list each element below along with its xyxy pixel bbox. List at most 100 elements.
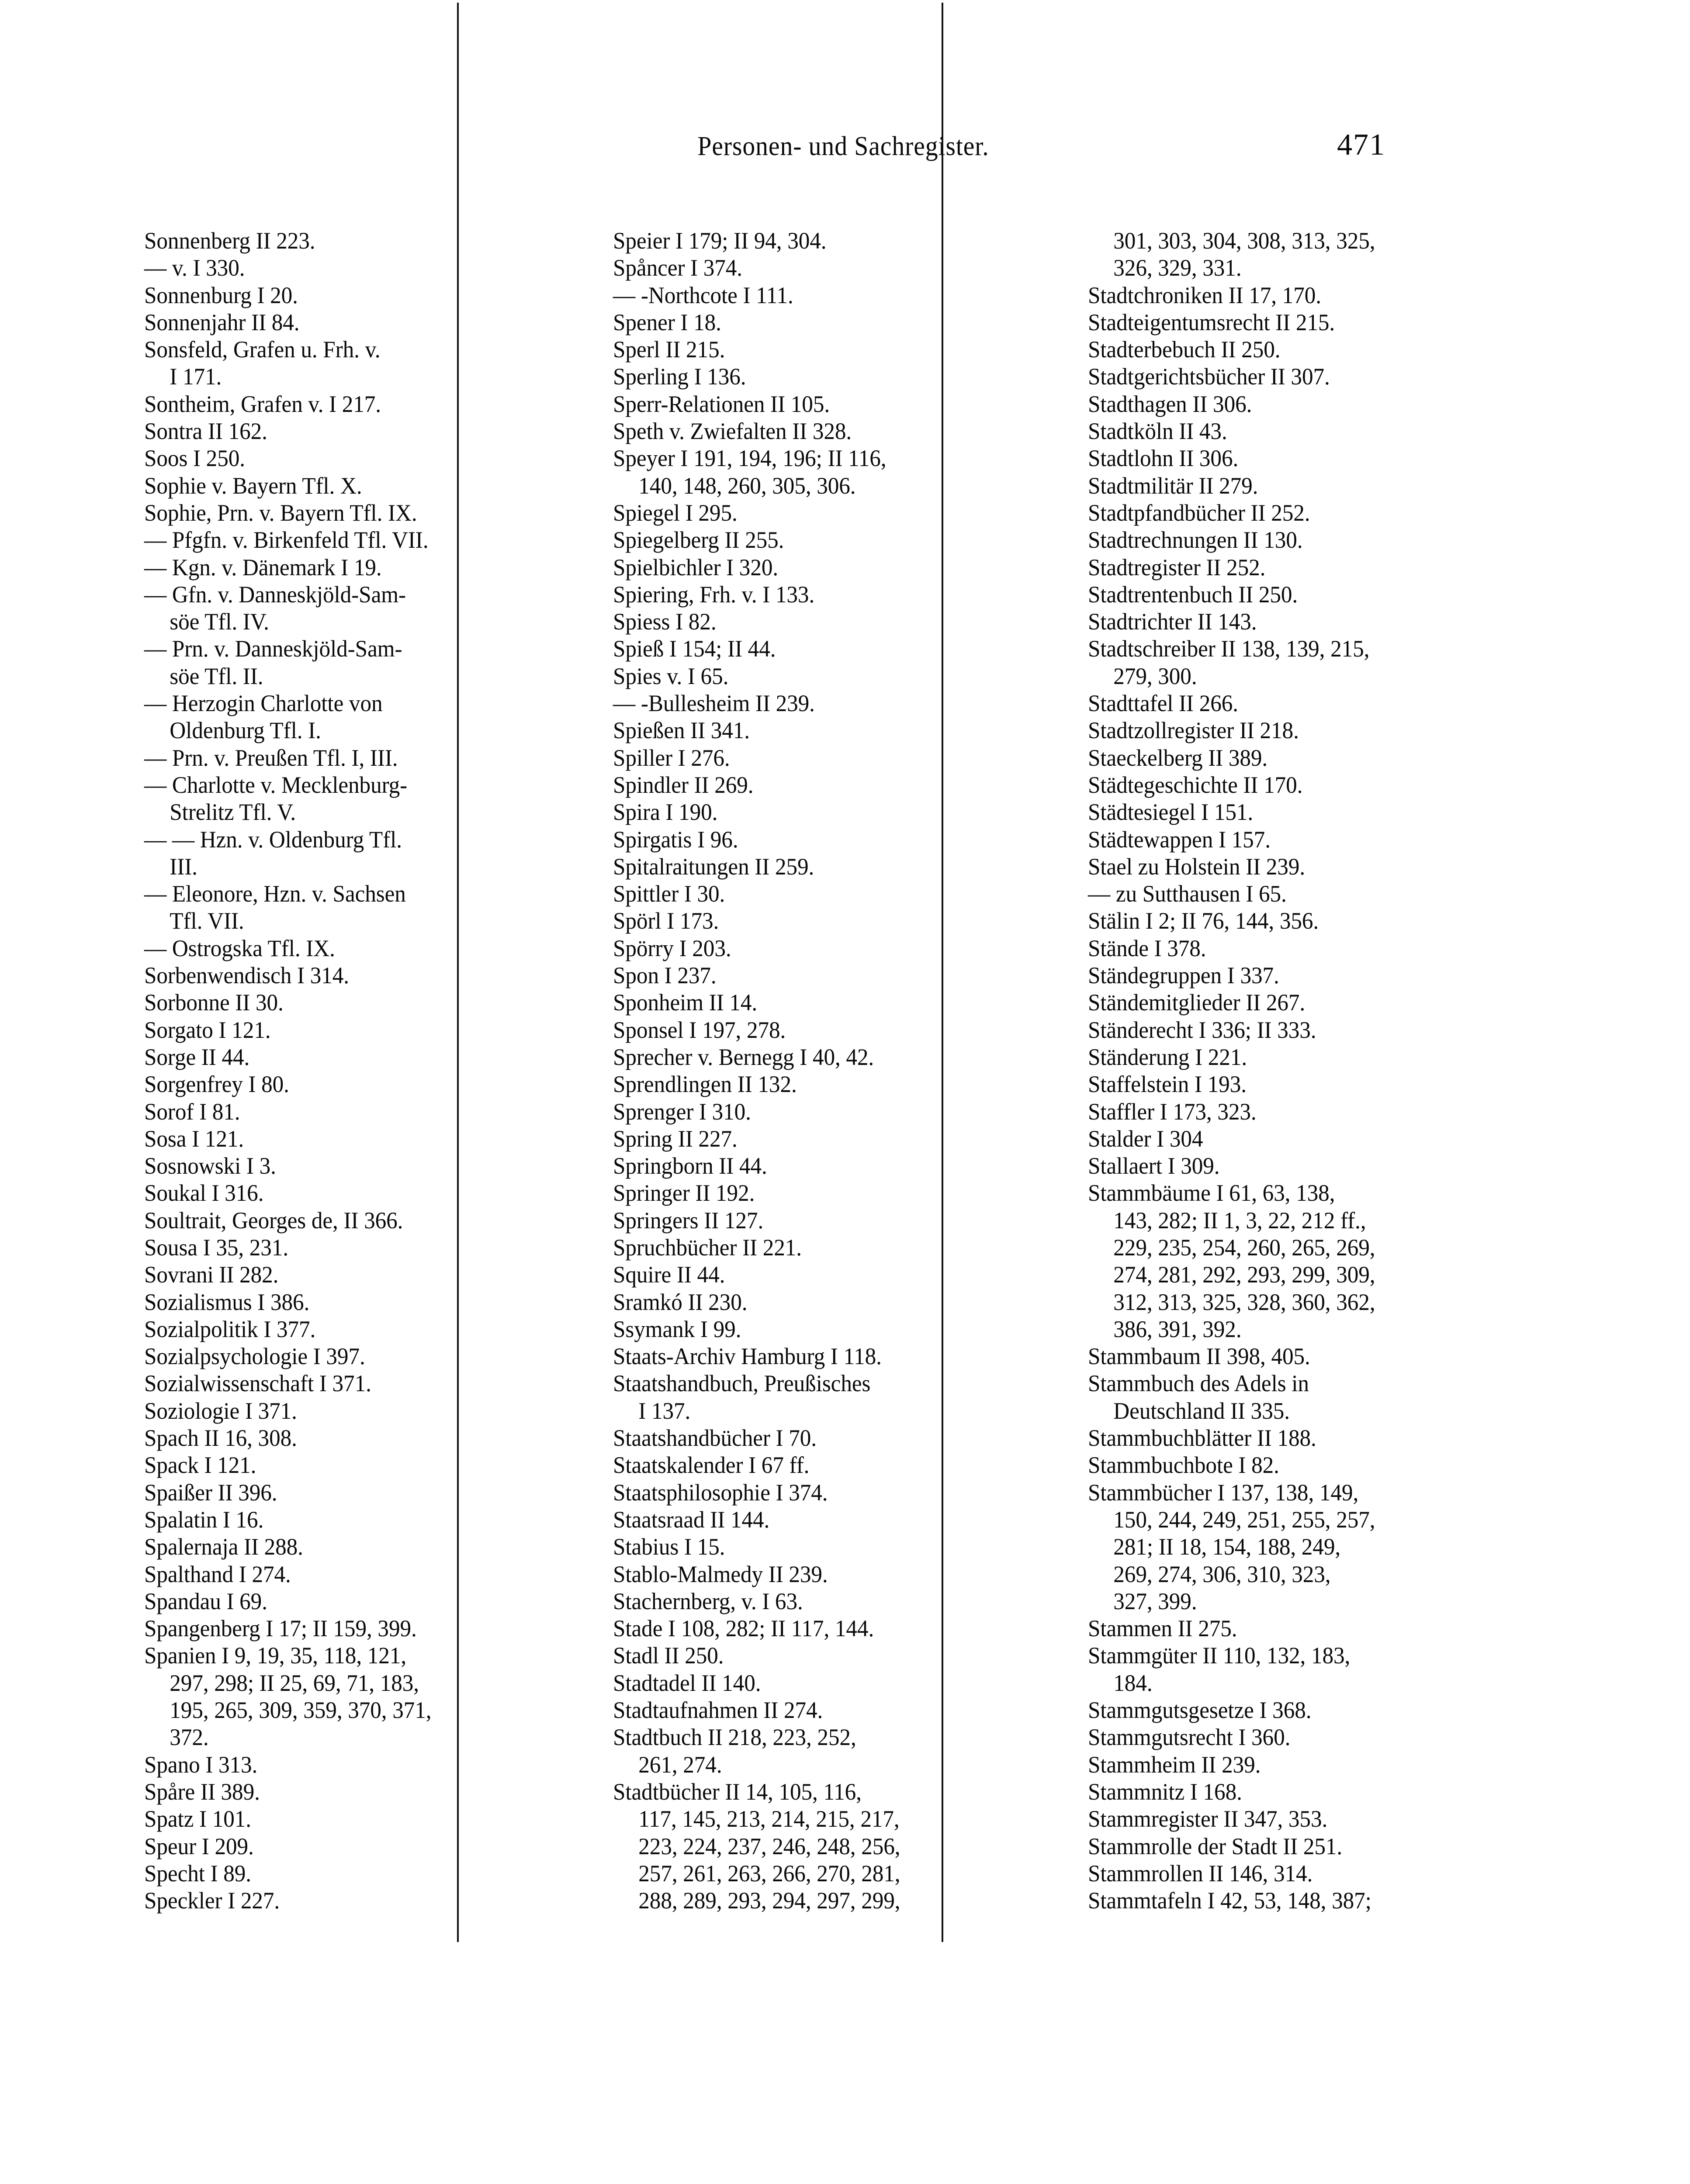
entry-line: — Herzogin Charlotte von [144, 690, 383, 717]
index-entry: Sorbonne II 30. [144, 989, 563, 1016]
index-entry: Stabius I 15. [613, 1533, 1036, 1560]
entry-line: Soukal I 316. [144, 1179, 264, 1206]
entry-continuation: 143, 282; II 1, 3, 22, 212 ff., [1113, 1206, 1366, 1234]
index-entry: Stadtaufnahmen II 274. [613, 1697, 1036, 1724]
entry-continuation: Tfl. VII. [170, 907, 244, 934]
index-entry: Stalder I 304 [1088, 1125, 1519, 1152]
entry-line: Sontra II 162. [144, 418, 267, 445]
entry-line: Stadtaufnahmen II 274. [613, 1697, 823, 1724]
index-entry: Spindler II 269. [613, 771, 1036, 798]
index-entry: Spalernaja II 288. [144, 1533, 563, 1560]
entry-line: Sozialwissenschaft I 371. [144, 1370, 371, 1397]
index-entry: — -Bullesheim II 239. [613, 690, 1036, 717]
index-entry: Springborn II 44. [613, 1152, 1036, 1179]
entry-line: — Kgn. v. Dänemark I 19. [144, 553, 382, 581]
index-entry: Spittler I 30. [613, 880, 1036, 907]
index-entry: Spalthand I 274. [144, 1561, 563, 1588]
entry-line: Stadtpfandbücher II 252. [1088, 499, 1310, 526]
entry-continuation: 386, 391, 392. [1113, 1315, 1242, 1342]
index-entry: Staatsraad II 144. [613, 1506, 1036, 1533]
entry-line: Spanien I 9, 19, 35, 118, 121, [144, 1642, 407, 1669]
entry-line: Spalatin I 16. [144, 1506, 264, 1533]
index-entry: Städtesiegel I 151. [1088, 798, 1519, 826]
entry-line: Sorof I 81. [144, 1098, 240, 1125]
index-entry: Stadtschreiber II 138, 139, 215, 279, 300… [1088, 635, 1519, 690]
entry-continuation: 326, 329, 331. [1113, 254, 1242, 281]
entry-line: Sozialismus I 386. [144, 1288, 310, 1315]
index-entry: Sorof I 81. [144, 1098, 563, 1125]
entry-line: Stadtgerichtsbücher II 307. [1088, 363, 1330, 390]
entry-line: Sponsel I 197, 278. [613, 1016, 786, 1043]
page-number: 471 [1337, 128, 1385, 162]
index-entry: Stadtmilitär II 279. [1088, 472, 1519, 499]
index-entry: Staffler I 173, 323. [1088, 1098, 1519, 1125]
index-entry: Stadtadel II 140. [613, 1669, 1036, 1697]
entry-line: Sophie v. Bayern Tfl. X. [144, 472, 362, 499]
index-entry: Speur I 209. [144, 1833, 563, 1860]
index-entry: Springers II 127. [613, 1207, 1036, 1234]
entry-line: — Charlotte v. Mecklenburg- [144, 771, 408, 798]
entry-line: Stadtköln II 43. [1088, 418, 1227, 445]
index-entry: Spira I 190. [613, 798, 1036, 826]
index-entry: Stammregister II 347, 353. [1088, 1805, 1519, 1832]
entry-continuation: 269, 274, 306, 310, 323, [1113, 1560, 1331, 1587]
entry-line: Sprecher v. Bernegg I 40, 42. [613, 1043, 874, 1070]
index-entry: Sousa I 35, 231. [144, 1234, 563, 1261]
entry-line: Sozialpsychologie I 397. [144, 1343, 365, 1370]
index-entry: Sozialpolitik I 377. [144, 1316, 563, 1343]
entry-line: — v. I 330. [144, 254, 245, 281]
index-entry: Ssymank I 99. [613, 1316, 1036, 1343]
entry-continuation: 279, 300. [1113, 662, 1197, 689]
index-entry: Stadtpfandbücher II 252. [1088, 499, 1519, 526]
entry-line: Stadthagen II 306. [1088, 390, 1252, 417]
entry-line: Staatshandbücher I 70. [613, 1424, 817, 1451]
index-entry: Stade I 108, 282; II 117, 144. [613, 1615, 1036, 1642]
index-entry: Stammbücher I 137, 138, 149, 150, 244, 24… [1088, 1479, 1519, 1615]
index-entry: Stadtköln II 43. [1088, 418, 1519, 445]
index-entry: Stammbuchblätter II 188. [1088, 1424, 1519, 1451]
entry-line: Spano I 313. [144, 1751, 258, 1778]
entry-continuation: 140, 148, 260, 305, 306. [638, 472, 856, 499]
index-entry: Spanien I 9, 19, 35, 118, 121, 297, 298; … [144, 1642, 563, 1751]
entry-line: Stachernberg, v. I 63. [613, 1587, 803, 1614]
entry-line: Sponheim II 14. [613, 989, 758, 1016]
index-entry: Spåre II 389. [144, 1778, 563, 1805]
entry-line: Städtewappen I 157. [1088, 826, 1271, 853]
index-entry: Staeckelberg II 389. [1088, 744, 1519, 771]
index-entry: — zu Sutthausen I 65. [1088, 880, 1519, 907]
index-entry: Sorbenwendisch I 314. [144, 962, 563, 989]
index-entry: Stammheim II 239. [1088, 1751, 1519, 1778]
entry-line: Stadtrichter II 143. [1088, 608, 1257, 635]
index-entry: — Pfgfn. v. Birkenfeld Tfl. VII. [144, 526, 563, 553]
entry-line: Sovrani II 282. [144, 1261, 279, 1288]
index-entry: Spon I 237. [613, 962, 1036, 989]
index-entry: Ständerecht I 336; II 333. [1088, 1016, 1519, 1044]
index-entry: Sramkó II 230. [613, 1289, 1036, 1316]
entry-line: Staatshandbuch, Preußisches [613, 1370, 871, 1397]
index-entry: Stammnitz I 168. [1088, 1778, 1519, 1805]
index-entry: Stammgutsgesetze I 368. [1088, 1697, 1519, 1724]
entry-line: — Ostrogska Tfl. IX. [144, 934, 335, 961]
entry-line: Spindler II 269. [613, 771, 754, 798]
entry-line: Stadtchroniken II 17, 170. [1088, 281, 1321, 308]
index-entry: Sperl II 215. [613, 336, 1036, 363]
index-entry: — Eleonore, Hzn. v. Sachsen Tfl. VII. [144, 880, 563, 935]
index-entry: Sponheim II 14. [613, 989, 1036, 1016]
index-entry: Stadtgerichtsbücher II 307. [1088, 363, 1519, 390]
entry-line: Sophie, Prn. v. Bayern Tfl. IX. [144, 499, 417, 526]
index-entry: Stammgutsrecht I 360. [1088, 1724, 1519, 1751]
index-entry: Stadtbuch II 218, 223, 252, 261, 274. [613, 1724, 1036, 1778]
index-entry: Spieß I 154; II 44. [613, 635, 1036, 662]
index-entry: Sonnenberg II 223. [144, 227, 563, 254]
entry-continuation: 223, 224, 237, 246, 248, 256, [638, 1832, 900, 1859]
index-entry: Spies v. I 65. [613, 663, 1036, 690]
entry-line: Stadl II 250. [613, 1642, 724, 1669]
index-entry: Stammbaum II 398, 405. [1088, 1343, 1519, 1370]
entry-line: Spittler I 30. [613, 880, 725, 907]
index-entry: Spitalraitungen II 259. [613, 853, 1036, 880]
index-entry: Spring II 227. [613, 1125, 1036, 1152]
index-entry: Stallaert I 309. [1088, 1152, 1519, 1179]
index-entry: Soziologie I 371. [144, 1397, 563, 1424]
entry-line: — — Hzn. v. Oldenburg Tfl. [144, 826, 402, 853]
